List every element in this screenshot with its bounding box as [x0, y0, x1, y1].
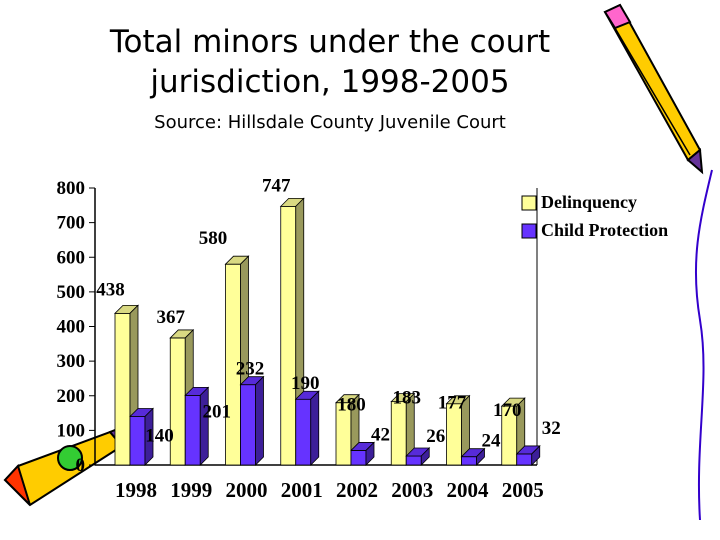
- pencil-top-icon: [603, 3, 704, 175]
- data-label: 183: [393, 388, 422, 409]
- swirl-line-icon: [694, 169, 713, 521]
- y-tick-label: 0: [76, 455, 86, 476]
- bar: [240, 384, 256, 466]
- data-label: 32: [542, 418, 561, 439]
- bar: [114, 312, 131, 466]
- chart-bars: [114, 197, 541, 466]
- x-tick-label: 2001: [281, 478, 323, 502]
- y-tick-label: 800: [57, 178, 86, 199]
- bar: [280, 205, 297, 466]
- data-label: 180: [337, 395, 366, 416]
- data-label: 140: [145, 426, 174, 447]
- y-tick-label: 600: [57, 247, 86, 268]
- data-label: 26: [426, 426, 445, 447]
- bar-side: [476, 447, 485, 466]
- bar: [461, 456, 477, 466]
- bar-side: [255, 375, 264, 466]
- data-label: 438: [96, 279, 125, 300]
- x-tick-label: 2004: [447, 478, 490, 502]
- data-label: 201: [203, 401, 232, 422]
- bar: [405, 455, 422, 466]
- chart-title: Total minors under the court jurisdictio…: [40, 22, 620, 102]
- data-label: 747: [262, 175, 291, 196]
- bar-side: [310, 390, 320, 466]
- x-tick-label: 1999: [170, 478, 212, 502]
- bar-side: [365, 441, 375, 466]
- bar-side: [144, 407, 154, 466]
- data-label: 177: [438, 393, 467, 414]
- legend-label: Delinquency: [541, 192, 637, 212]
- x-tick-label: 2002: [336, 478, 378, 502]
- data-label: 42: [371, 424, 390, 445]
- chart-subtitle: Source: Hillsdale County Juvenile Court: [154, 112, 506, 133]
- bar: [390, 401, 407, 466]
- legend-label: Child Protection: [541, 220, 668, 240]
- legend-swatch: [521, 223, 537, 239]
- data-label: 580: [199, 228, 228, 249]
- x-tick-label: 2003: [391, 478, 433, 502]
- y-tick-label: 500: [57, 282, 86, 303]
- legend-swatch: [521, 195, 537, 211]
- x-tick-label: 1998: [115, 478, 157, 502]
- bar-side: [420, 447, 430, 466]
- bar: [350, 450, 367, 466]
- bar-side: [531, 444, 541, 466]
- y-tick-label: 200: [57, 386, 86, 407]
- bar: [129, 416, 146, 466]
- data-label: 367: [157, 307, 186, 328]
- bar-side: [199, 386, 209, 466]
- y-tick-label: 700: [57, 213, 86, 234]
- x-tick-label: 2000: [226, 478, 268, 502]
- x-tick-label: 2005: [502, 478, 544, 502]
- data-label: 170: [493, 400, 522, 421]
- y-tick-label: 100: [57, 420, 86, 441]
- y-tick-label: 300: [57, 351, 86, 372]
- bar: [295, 398, 312, 466]
- chart-axes: 0 100 200 300 400 500 600 700 800 1998 1999 2000 200…: [57, 178, 544, 502]
- chart-legend: Delinquency Child Protection: [521, 192, 668, 240]
- data-label: 232: [236, 359, 265, 380]
- y-tick-label: 400: [57, 317, 86, 338]
- bar: [184, 395, 201, 466]
- data-label: 24: [482, 431, 502, 452]
- chart-title-text: Total minors under the court jurisdictio…: [109, 24, 551, 100]
- bar: [516, 453, 533, 466]
- data-label: 190: [291, 373, 320, 394]
